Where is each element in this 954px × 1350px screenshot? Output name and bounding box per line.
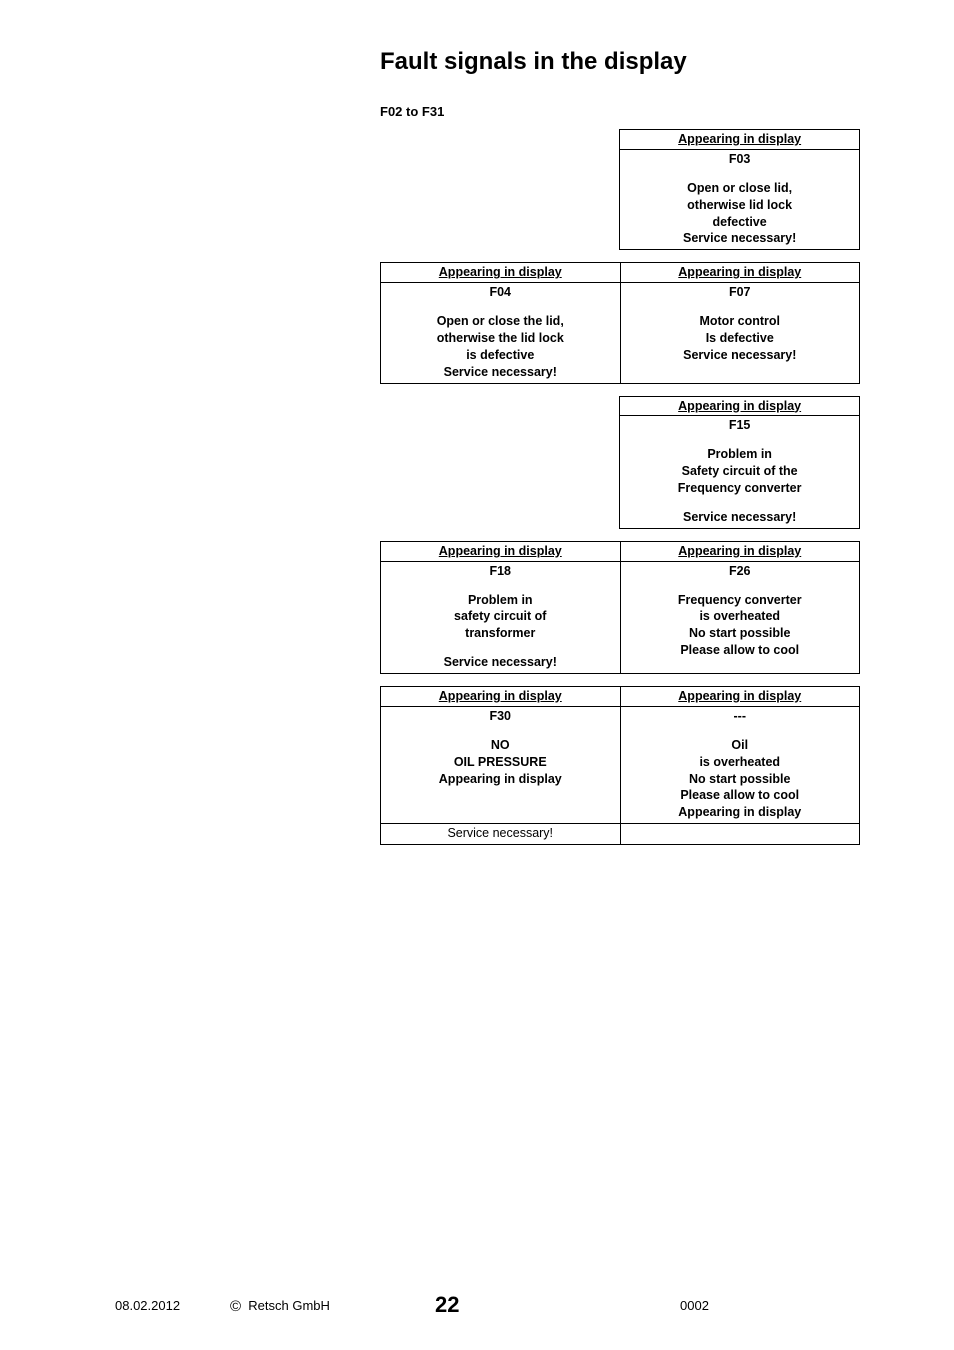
fault-line: Service necessary!	[387, 364, 614, 381]
col-header: Appearing in display	[620, 263, 860, 283]
copyright-symbol: ©	[230, 1298, 241, 1315]
fault-f07: F07 Motor control Is defective Service n…	[620, 283, 860, 383]
col-header: Appearing in display	[381, 687, 621, 707]
fault-line: Is defective	[627, 330, 854, 347]
fault-line: OIL PRESSURE	[387, 754, 614, 771]
fault-line: Service necessary!	[387, 654, 614, 671]
empty-cell	[380, 416, 620, 528]
fault-line: Oil	[627, 737, 854, 754]
col-header: Appearing in display	[381, 541, 621, 561]
fault-code: F07	[627, 284, 854, 301]
empty-cell	[380, 149, 620, 249]
fault-line: Service necessary!	[626, 509, 853, 526]
fault-code: F18	[387, 563, 614, 580]
fault-line: Frequency converter	[627, 592, 854, 609]
empty-header	[380, 130, 620, 150]
col-header: Appearing in display	[620, 130, 860, 150]
fault-f26: F26 Frequency converter is overheated No…	[620, 561, 860, 673]
fault-line: defective	[626, 214, 853, 231]
fault-table-4: Appearing in display Appearing in displa…	[380, 541, 860, 674]
fault-line: Please allow to cool	[627, 642, 854, 659]
fault-line: Problem in	[387, 592, 614, 609]
fault-code: F04	[387, 284, 614, 301]
fault-line: Frequency converter	[626, 480, 853, 497]
col-header: Appearing in display	[620, 687, 860, 707]
fault-line: otherwise lid lock	[626, 197, 853, 214]
fault-line: Open or close lid,	[626, 180, 853, 197]
content-column: Fault signals in the display F02 to F31 …	[380, 48, 860, 845]
fault-f30: F30 NO OIL PRESSURE Appearing in display	[381, 706, 621, 823]
fault-code: F03	[626, 151, 853, 168]
fault-line: otherwise the lid lock	[387, 330, 614, 347]
fault-line: is defective	[387, 347, 614, 364]
fault-line: Motor control	[627, 313, 854, 330]
page-title: Fault signals in the display	[380, 48, 860, 76]
fault-range: F02 to F31	[380, 104, 860, 119]
fault-line: Open or close the lid,	[387, 313, 614, 330]
footer-copyright: © Retsch GmbH	[230, 1298, 330, 1315]
fault-line: is overheated	[627, 608, 854, 625]
fault-f18: F18 Problem in safety circuit of transfo…	[381, 561, 621, 673]
fault-line: Problem in	[626, 446, 853, 463]
fault-line: Service necessary!	[626, 230, 853, 247]
fault-line: No start possible	[627, 771, 854, 788]
fault-line: Please allow to cool	[627, 787, 854, 804]
fault-code: ---	[627, 708, 854, 725]
fault-f15: F15 Problem in Safety circuit of the Fre…	[620, 416, 860, 528]
fault-table-2: Appearing in display Appearing in displa…	[380, 262, 860, 383]
footer-page-number: 22	[435, 1292, 459, 1318]
col-header: Appearing in display	[620, 396, 860, 416]
footer-date: 08.02.2012	[115, 1298, 180, 1313]
fault-f30-footer: Service necessary!	[381, 824, 621, 845]
fault-table-5: Appearing in display Appearing in displa…	[380, 686, 860, 845]
col-header: Appearing in display	[381, 263, 621, 283]
fault-oil-footer	[620, 824, 860, 845]
fault-line: is overheated	[627, 754, 854, 771]
fault-line: Safety circuit of the	[626, 463, 853, 480]
fault-table-3: Appearing in display F15 Problem in Safe…	[380, 396, 860, 529]
fault-f04: F04 Open or close the lid, otherwise the…	[381, 283, 621, 383]
footer-company: Retsch GmbH	[248, 1298, 330, 1313]
page: Fault signals in the display F02 to F31 …	[0, 0, 954, 1350]
fault-line: NO	[387, 737, 614, 754]
empty-header	[380, 396, 620, 416]
fault-code: F26	[627, 563, 854, 580]
fault-line: transformer	[387, 625, 614, 642]
fault-line: Appearing in display	[387, 771, 614, 788]
fault-oil: --- Oil is overheated No start possible …	[620, 706, 860, 823]
fault-code: F30	[387, 708, 614, 725]
fault-f03: F03 Open or close lid, otherwise lid loc…	[620, 149, 860, 249]
fault-line: No start possible	[627, 625, 854, 642]
fault-table-1: Appearing in display F03 Open or close l…	[380, 129, 860, 250]
fault-code: F15	[626, 417, 853, 434]
footer-doc-number: 0002	[680, 1298, 709, 1313]
col-header: Appearing in display	[620, 541, 860, 561]
fault-line: safety circuit of	[387, 608, 614, 625]
fault-line: Service necessary!	[627, 347, 854, 364]
fault-line: Appearing in display	[627, 804, 854, 821]
